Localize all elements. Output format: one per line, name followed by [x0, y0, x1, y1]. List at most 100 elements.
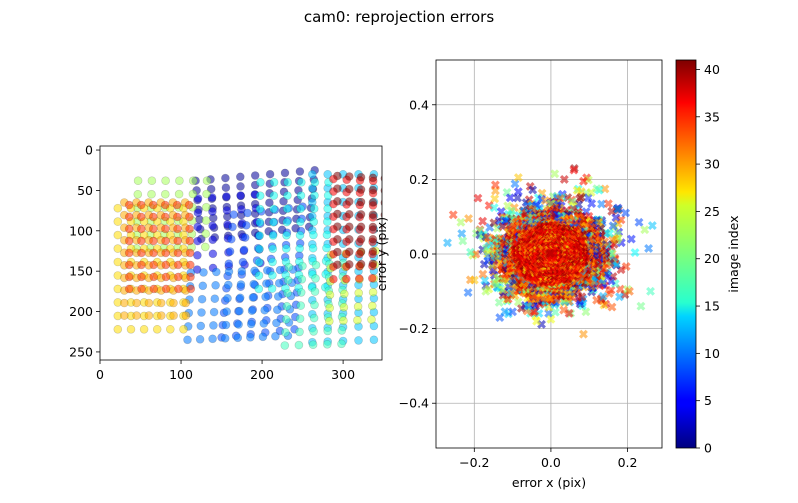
corner-point: [333, 184, 342, 193]
error-point: [607, 302, 617, 312]
corner-point: [202, 176, 212, 185]
corner-point: [223, 293, 232, 303]
corner-point: [236, 280, 246, 289]
corner-point: [208, 334, 217, 344]
corner-point: [354, 336, 363, 345]
corner-point: [202, 202, 211, 212]
corner-point: [333, 209, 342, 219]
corner-point: [248, 293, 258, 302]
corner-point: [353, 315, 362, 325]
corner-point: [356, 222, 366, 232]
corner-point: [310, 191, 319, 200]
corner-point: [268, 231, 278, 240]
error-point: [597, 199, 606, 209]
error-point: [513, 187, 523, 197]
corner-point: [210, 294, 220, 304]
error-point: [457, 229, 467, 239]
corner-point: [271, 331, 280, 341]
colorbar-tick-label: 25: [704, 204, 720, 219]
corner-point: [256, 178, 265, 187]
corner-point: [369, 335, 379, 345]
corner-point: [212, 267, 221, 277]
corner-point: [368, 247, 378, 256]
corner-point: [311, 274, 320, 283]
corner-point: [323, 326, 333, 336]
corners-axis-ticks: 0 100 200 300 0 50 100 150 200 250: [69, 143, 355, 382]
corner-point: [262, 279, 271, 288]
colorbar-label: image index: [726, 215, 741, 292]
corner-point: [254, 257, 264, 267]
corner-point: [272, 318, 281, 328]
corner-point: [185, 224, 194, 234]
corner-point: [322, 217, 332, 226]
corner-point: [282, 217, 292, 227]
corner-point: [149, 224, 158, 234]
corner-point: [124, 200, 134, 210]
corners-x-tick-label: 300: [331, 367, 355, 382]
corner-point: [208, 235, 217, 245]
corner-point: [156, 298, 166, 308]
corner-point: [295, 230, 305, 240]
corner-point: [147, 189, 156, 199]
error-point: [630, 248, 640, 257]
corner-point: [281, 315, 291, 324]
corner-point: [221, 320, 231, 330]
corner-point: [161, 176, 170, 185]
corner-point: [186, 260, 195, 270]
corner-point: [113, 203, 123, 213]
error-point: [489, 203, 499, 213]
corner-point: [113, 244, 123, 253]
corner-point: [124, 212, 134, 222]
corner-point: [356, 247, 366, 256]
corner-point: [295, 327, 304, 337]
corner-point: [333, 171, 342, 181]
error-point: [513, 193, 522, 203]
corner-point: [296, 288, 306, 297]
error-point: [473, 193, 483, 203]
corner-point: [396, 178, 404, 186]
colorbar-tick-label: 35: [704, 109, 720, 124]
corner-point: [368, 173, 378, 183]
corner-point: [354, 274, 364, 283]
corner-point: [341, 274, 351, 284]
corner-point: [175, 176, 184, 185]
corner-point: [255, 231, 264, 240]
corner-point: [395, 250, 403, 258]
corner-point: [161, 224, 170, 234]
corner-point: [224, 259, 234, 269]
corner-point: [262, 266, 272, 275]
corner-point: [201, 242, 210, 252]
corner-point: [333, 235, 342, 244]
corner-point: [339, 302, 349, 312]
corner-point: [161, 248, 170, 258]
corner-point: [280, 341, 290, 350]
error-point: [615, 292, 624, 302]
corner-point: [280, 168, 290, 178]
corner-point: [224, 280, 233, 290]
corner-point: [353, 302, 363, 311]
corner-point: [368, 198, 378, 207]
corner-point: [255, 218, 265, 227]
error-point: [550, 307, 560, 317]
corner-point: [275, 265, 285, 275]
error-point: [540, 196, 550, 205]
corner-point: [233, 333, 243, 343]
corner-point: [274, 278, 284, 288]
corner-point: [356, 259, 366, 269]
corner-point: [295, 314, 305, 324]
corner-point: [133, 190, 143, 199]
error-panel: −0.2 0.0 0.2 −0.4 −0.2 0.0 0.2 0.4 error x (pix…: [374, 59, 663, 490]
corner-point: [161, 272, 171, 282]
error-point: [471, 249, 481, 259]
corner-point: [184, 200, 194, 210]
corners-x-tick-label: 0: [96, 367, 104, 382]
corner-point: [269, 204, 278, 214]
corner-point: [309, 313, 319, 323]
corner-point: [295, 217, 305, 227]
corner-point: [282, 204, 292, 214]
corner-point: [144, 298, 154, 308]
error-point: [490, 194, 500, 204]
corner-point: [395, 202, 403, 210]
corner-point: [333, 197, 342, 206]
